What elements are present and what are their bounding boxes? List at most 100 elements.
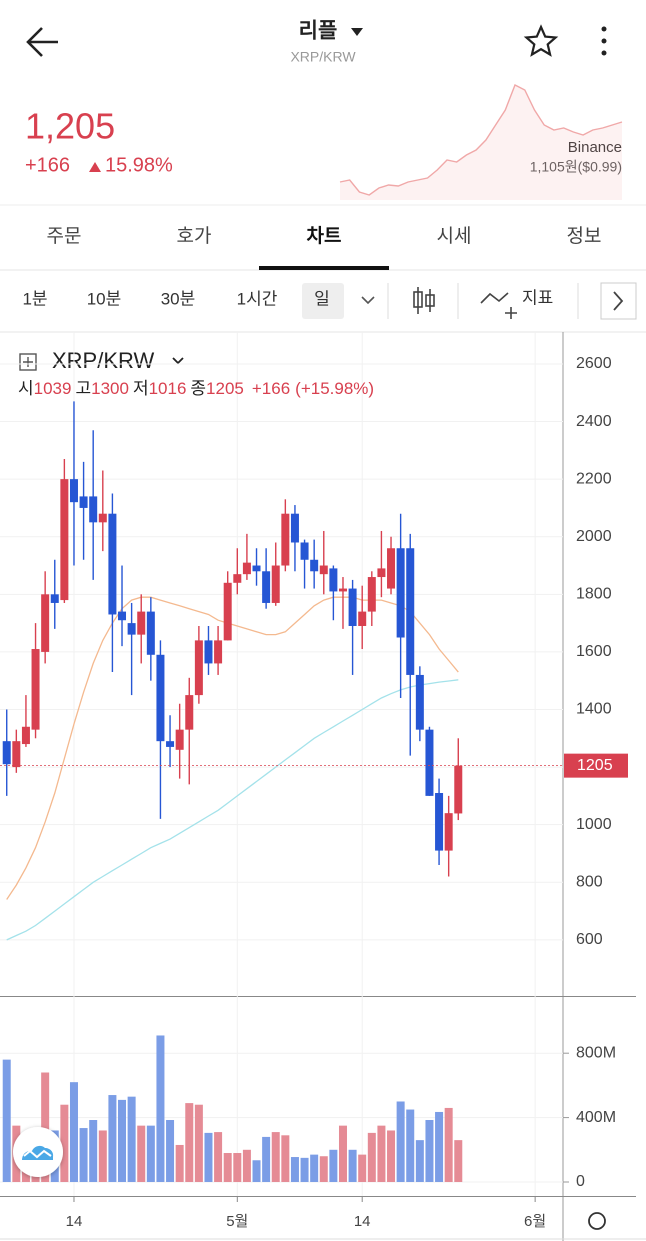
- volume-bar: [281, 1135, 290, 1182]
- title-dropdown[interactable]: [351, 28, 363, 36]
- volume-bar: [396, 1101, 405, 1182]
- candle-body: [281, 513, 290, 566]
- volume-bar: [252, 1160, 261, 1182]
- tab[interactable]: 시세: [437, 225, 472, 247]
- volume-bar: [194, 1104, 203, 1182]
- more-button[interactable]: [601, 26, 607, 56]
- tab[interactable]: 주문: [47, 226, 82, 247]
- candle-body: [319, 565, 328, 575]
- y-tick-label: 1800: [576, 586, 612, 603]
- ohlc-key: 종: [190, 379, 206, 398]
- candle-body: [406, 548, 415, 675]
- interval[interactable]: 10분: [87, 289, 122, 308]
- candle-body: [2, 741, 11, 765]
- interval[interactable]: 1분: [22, 289, 47, 308]
- candle-body: [252, 565, 261, 572]
- candle-body: [290, 513, 299, 543]
- tab[interactable]: 정보: [567, 225, 602, 247]
- y-tick-label: 2000: [576, 528, 612, 545]
- candle-body: [12, 741, 21, 768]
- volume-bar: [348, 1149, 357, 1182]
- settings-button[interactable]: [588, 1212, 606, 1230]
- candle-body: [435, 792, 444, 851]
- volume-bar: [127, 1096, 136, 1182]
- plot-area: [0, 332, 563, 1196]
- exchange: Binance: [568, 139, 622, 156]
- scroll-right[interactable]: [600, 282, 637, 320]
- ohlc-key: 고: [75, 379, 91, 398]
- volume-bar: [79, 1128, 88, 1182]
- volume-bar: [89, 1120, 98, 1182]
- volume-bar: [2, 1059, 11, 1182]
- change: +166: [25, 154, 70, 176]
- favorite-button[interactable]: [523, 24, 559, 57]
- legend-change: +166: [252, 379, 290, 398]
- back-button[interactable]: [26, 27, 58, 57]
- candle-body: [348, 588, 357, 626]
- volume-bar: [223, 1153, 232, 1182]
- candle-body: [454, 765, 463, 814]
- volume-tick-label: 0: [576, 1173, 585, 1190]
- volume-bar: [41, 1072, 50, 1182]
- volume-bar: [242, 1149, 251, 1182]
- volume-bar: [146, 1125, 155, 1182]
- volume-bar: [108, 1095, 117, 1182]
- candle-body: [118, 611, 127, 621]
- sparkline: [339, 84, 623, 196]
- exchange-price: 1,105원($0.99): [530, 159, 622, 175]
- candle-body: [127, 623, 136, 635]
- floating-button-icon: [22, 1145, 54, 1160]
- ohlc-legend: 시1039 고1300 저1016 종1205 +166 (+15.98%): [18, 379, 374, 398]
- last-price-label: 1205: [577, 757, 613, 774]
- indicator-icon[interactable]: [480, 292, 517, 319]
- volume-bar: [175, 1144, 184, 1182]
- chart-title[interactable]: XRP/KRW: [52, 348, 155, 373]
- candle-body: [79, 496, 88, 508]
- interval-more[interactable]: [361, 296, 375, 305]
- volume-bar: [290, 1157, 299, 1182]
- indicator-button[interactable]: 지표: [522, 288, 553, 307]
- ohlc-value: 1300: [91, 379, 129, 398]
- volume-bar: [262, 1136, 271, 1182]
- candle-body: [425, 729, 434, 796]
- ohlc-value: 1205: [206, 379, 244, 398]
- legend-toggle[interactable]: [19, 353, 37, 371]
- candle-body: [185, 695, 194, 730]
- tab[interactable]: 호가: [177, 225, 212, 247]
- volume-bar: [310, 1154, 319, 1182]
- candle-body: [41, 594, 50, 652]
- candle-body: [377, 568, 386, 578]
- interval[interactable]: 1시간: [237, 289, 278, 308]
- pair: XRP/KRW: [290, 49, 356, 65]
- x-tick-label: 5월: [226, 1213, 248, 1230]
- candle-body: [396, 548, 405, 638]
- sparkline-area: [340, 85, 622, 200]
- ohlc-key: 저: [133, 379, 149, 398]
- interval[interactable]: 30분: [161, 289, 196, 308]
- candle-body: [204, 640, 213, 664]
- volume-bar: [204, 1132, 213, 1182]
- scroll-right-icon: [613, 291, 624, 311]
- chart-title-dropdown[interactable]: [172, 357, 184, 365]
- chart-type-button[interactable]: [413, 287, 435, 314]
- volume-bar: [358, 1154, 367, 1182]
- candle-body: [338, 588, 347, 592]
- volume-bar: [329, 1149, 338, 1182]
- candle-body: [300, 542, 309, 560]
- title[interactable]: 리플: [299, 20, 338, 43]
- candle-body: [137, 611, 146, 635]
- volume-bar: [406, 1109, 415, 1182]
- volume-bar: [69, 1082, 78, 1182]
- moving-average: [6, 596, 459, 900]
- x-tick-label: 6월: [524, 1213, 546, 1230]
- interval[interactable]: 일: [314, 289, 330, 308]
- volume-bar: [185, 1103, 194, 1182]
- y-tick-label: 2600: [576, 355, 612, 372]
- tab[interactable]: 차트: [307, 225, 342, 247]
- floating-button-icon: [23, 1149, 52, 1159]
- candle-body: [214, 640, 223, 664]
- candle-body: [156, 654, 165, 742]
- last-price-tag: [564, 753, 628, 778]
- volume-bar: [271, 1132, 280, 1182]
